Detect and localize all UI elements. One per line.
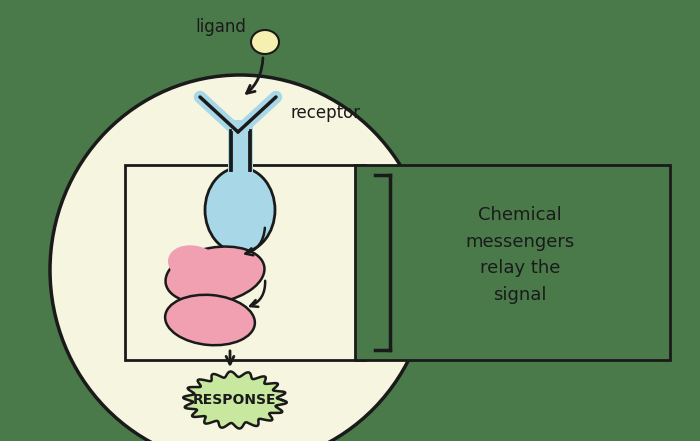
Text: receptor: receptor: [290, 104, 360, 122]
Bar: [125, 165, 365, 360]
Text: Chemical
messengers
relay the
signal: Chemical messengers relay the signal: [466, 206, 575, 303]
Ellipse shape: [165, 295, 255, 345]
Bar: [230, 130, 250, 205]
Ellipse shape: [205, 168, 275, 253]
Ellipse shape: [50, 75, 430, 441]
Ellipse shape: [165, 247, 265, 303]
Text: RESPONSE: RESPONSE: [193, 393, 276, 407]
Bar: [355, 165, 670, 360]
Ellipse shape: [251, 30, 279, 54]
Polygon shape: [183, 371, 287, 429]
Text: ligand: ligand: [195, 18, 246, 36]
Ellipse shape: [168, 245, 222, 285]
